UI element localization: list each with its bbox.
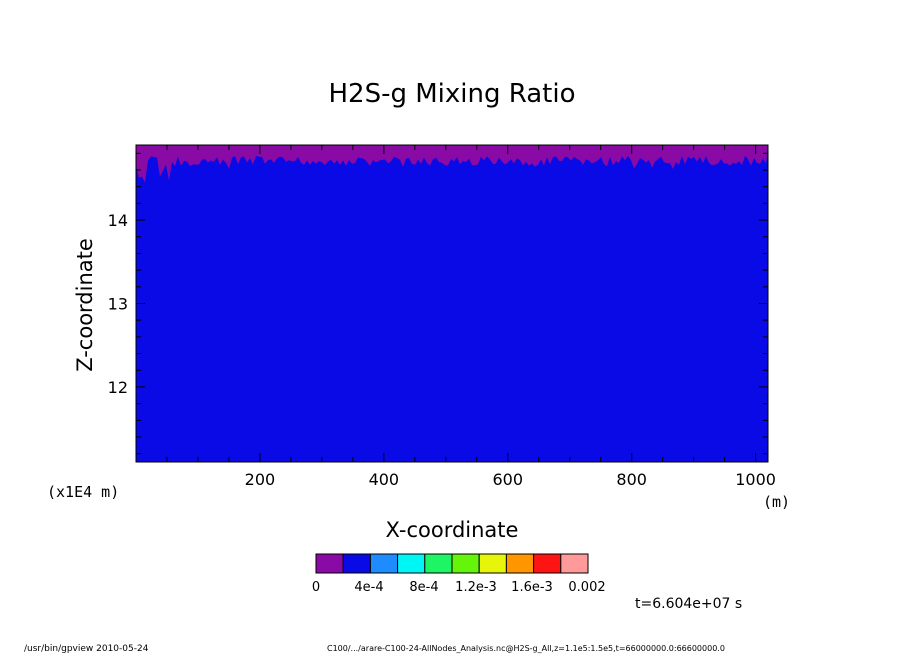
colorbar-swatch <box>315 553 344 574</box>
colorbar-swatch <box>560 553 589 574</box>
field-top-band <box>136 145 768 183</box>
colorbar-swatch <box>342 553 371 574</box>
y-tick-label: 12 <box>108 378 128 397</box>
colorbar-swatch <box>369 553 399 574</box>
colorbar-swatch <box>451 553 480 574</box>
x-axis-unit: (m) <box>763 493 790 511</box>
x-tick-label: 600 <box>492 470 523 489</box>
chart-title: H2S-g Mixing Ratio <box>328 79 575 109</box>
colorbar: 0 4e-4 8e-4 1.2e-3 1.6e-3 0.002 <box>312 553 606 595</box>
colorbar-tick-label: 8e-4 <box>409 580 438 595</box>
y-tick-label: 14 <box>108 211 128 230</box>
x-tick-label: 800 <box>616 470 647 489</box>
colorbar-tick-label: 1.2e-3 <box>455 580 497 595</box>
field-background <box>136 145 768 462</box>
colorbar-swatch <box>478 553 507 574</box>
colorbar-swatch <box>505 553 535 574</box>
x-axis-label: X-coordinate <box>386 518 519 542</box>
y-tick-label: 13 <box>108 295 128 314</box>
x-tick-label: 200 <box>245 470 276 489</box>
colorbar-tick-label: 4e-4 <box>354 580 383 595</box>
time-label: t=6.604e+07 s <box>635 596 742 612</box>
colorbar-tick-label: 0.002 <box>568 580 605 595</box>
footer-program: /usr/bin/gpview 2010-05-24 <box>24 644 149 654</box>
colorbar-tick-label: 0 <box>312 580 320 595</box>
plot-area: 200 400 600 800 1000 12 13 14 <box>108 144 776 489</box>
colorbar-swatch <box>397 553 426 574</box>
colorbar-swatch <box>533 553 562 574</box>
colorbar-swatch <box>424 553 453 574</box>
y-axis-unit: (x1E4 m) <box>47 483 119 501</box>
y-axis-label: Z-coordinate <box>73 238 97 372</box>
x-tick-label: 400 <box>369 470 400 489</box>
x-tick-label: 1000 <box>735 470 776 489</box>
colorbar-tick-label: 1.6e-3 <box>511 580 553 595</box>
footer-source: C100/.../arare-C100-24-AllNodes_Analysis… <box>327 644 725 653</box>
